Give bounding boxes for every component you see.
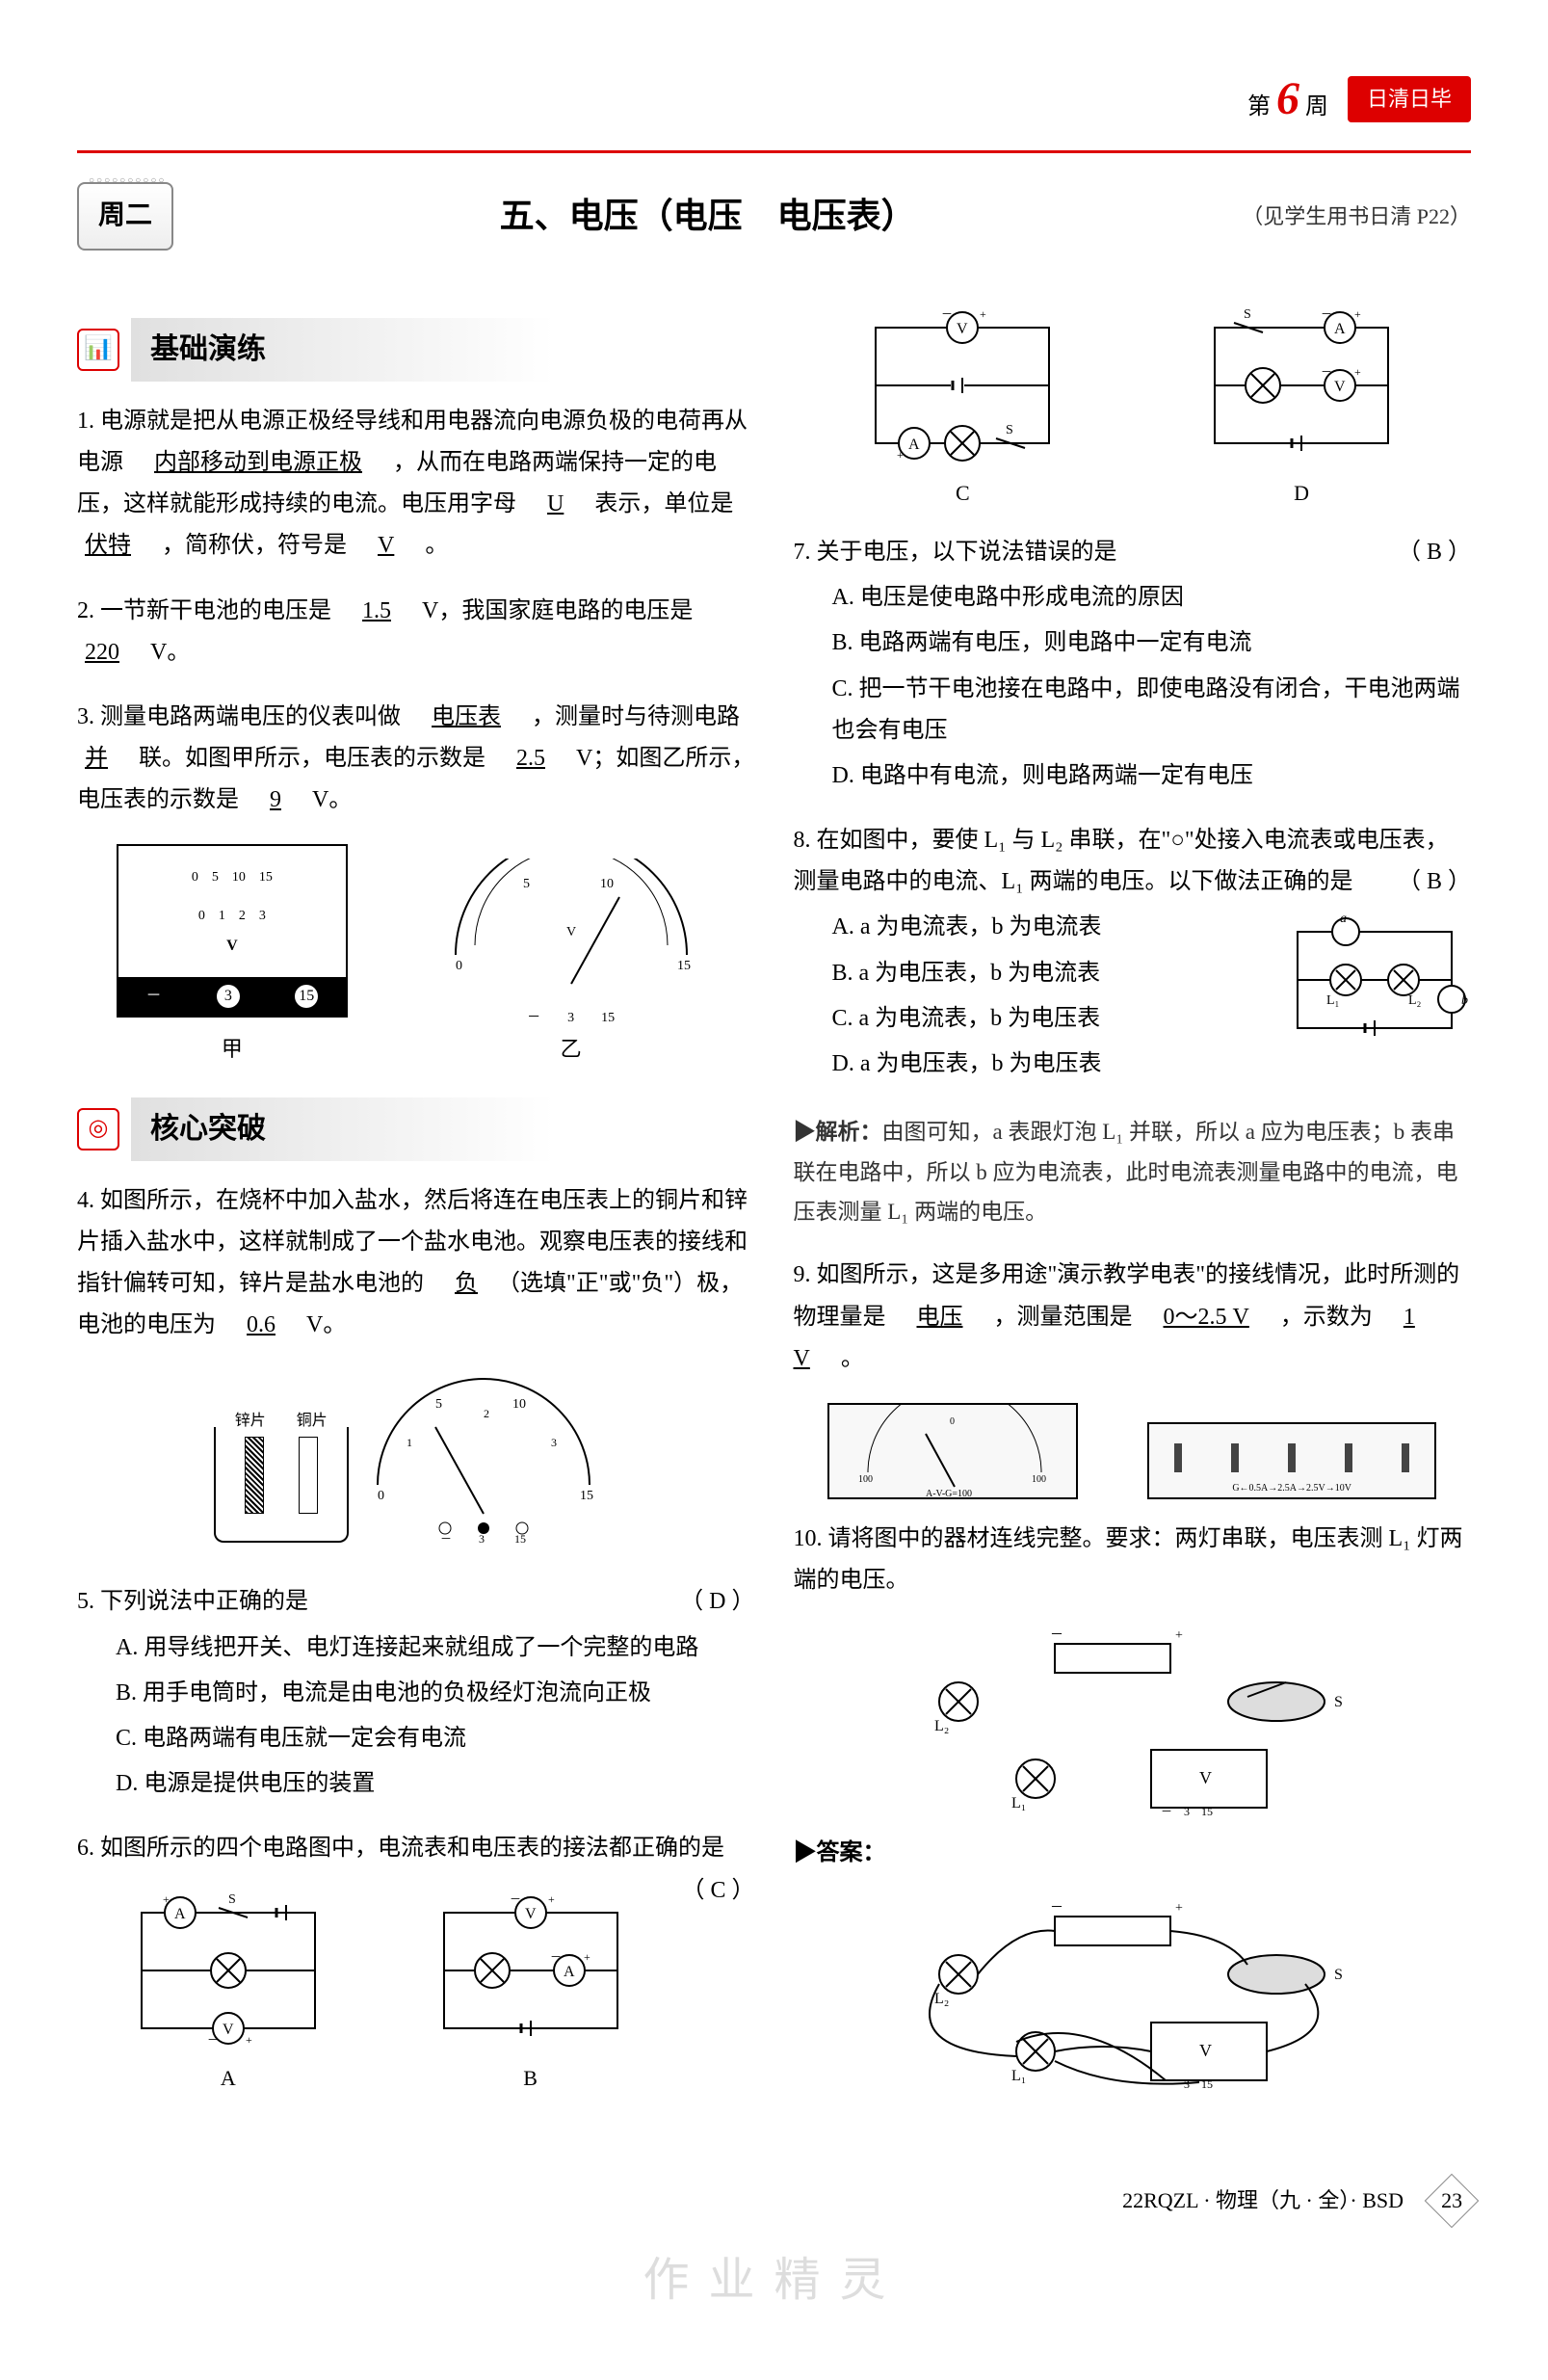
svg-text:L₂: L₂ bbox=[934, 1991, 949, 2007]
svg-text:S: S bbox=[1334, 1694, 1343, 1710]
svg-text:+: + bbox=[584, 1950, 590, 1964]
svg-text:15: 15 bbox=[514, 1532, 526, 1543]
chart-icon: 📊 bbox=[77, 329, 119, 371]
section-basic: 📊 基础演练 bbox=[77, 318, 755, 382]
q10-answer-diagram: － + L₂ S L₁ V － 3 15 bbox=[794, 1897, 1472, 2124]
svg-text:1: 1 bbox=[407, 1436, 412, 1449]
svg-text:+: + bbox=[1354, 365, 1361, 379]
svg-text:A: A bbox=[1334, 321, 1346, 337]
q3-diagrams: 0 5 10 15 0 1 2 3 V － 3 15 甲 bbox=[77, 844, 755, 1068]
svg-text:－: － bbox=[941, 308, 953, 321]
svg-text:V: V bbox=[566, 925, 576, 939]
question-5: 5. 下列说法中正确的是（ D ） A. 用导线把开关、电灯连接起来就组成了一个… bbox=[77, 1581, 755, 1805]
svg-text:100: 100 bbox=[858, 1474, 873, 1485]
svg-text:－: － bbox=[1321, 308, 1332, 321]
voltmeter-jia: 0 5 10 15 0 1 2 3 V － 3 15 bbox=[117, 844, 348, 1018]
svg-text:－: － bbox=[207, 2033, 219, 2047]
svg-text:+: + bbox=[246, 2033, 252, 2047]
svg-text:V: V bbox=[957, 321, 968, 337]
question-10: 10. 请将图中的器材连线完整。要求：两灯串联，电压表测 L₁ 灯两端的电压。 bbox=[794, 1519, 1472, 1601]
svg-text:V: V bbox=[1199, 2041, 1212, 2060]
svg-text:－: － bbox=[1050, 1628, 1063, 1643]
svg-text:+: + bbox=[163, 1893, 170, 1906]
svg-text:L₁: L₁ bbox=[1011, 2068, 1026, 2084]
q4-diagram: 锌片 铜片 0 5 10 15 1 2 3 － 3 15 bbox=[175, 1369, 657, 1562]
svg-text:－: － bbox=[1321, 365, 1332, 379]
arc-voltmeter: 0 5 10 15 1 2 3 － 3 15 bbox=[349, 1369, 618, 1543]
svg-text:L₂: L₂ bbox=[934, 1718, 949, 1734]
q10-answer: ▶答案： bbox=[794, 1833, 1472, 1874]
svg-text:15: 15 bbox=[580, 1489, 593, 1503]
svg-text:－: － bbox=[1050, 1901, 1063, 1916]
svg-text:L₁: L₁ bbox=[1011, 1795, 1026, 1811]
svg-text:0: 0 bbox=[378, 1489, 384, 1503]
svg-text:－ 3 15: － 3 15 bbox=[1161, 1805, 1213, 1817]
svg-text:a: a bbox=[1340, 912, 1347, 926]
svg-text:+: + bbox=[548, 1893, 555, 1906]
svg-text:V: V bbox=[1199, 1768, 1212, 1787]
voltmeter-yi: 0 5 10 15 V bbox=[427, 859, 716, 993]
question-2: 2. 一节新干电池的电压是 1.5 V，我国家庭电路的电压是 220 V。 bbox=[77, 591, 755, 674]
svg-text:L₁: L₁ bbox=[1326, 993, 1339, 1008]
q6-diagrams-cd: V － + A + S C bbox=[794, 308, 1472, 513]
svg-text:S: S bbox=[1006, 423, 1013, 437]
svg-text:+: + bbox=[1175, 1628, 1183, 1643]
question-7: 7. 关于电压，以下说法错误的是（ B ） A. 电压是使电路中形成电流的原因 … bbox=[794, 532, 1472, 797]
watermark: 作业精灵 bbox=[77, 2239, 1471, 2322]
svg-text:V: V bbox=[223, 2022, 234, 2038]
svg-text:+: + bbox=[1354, 308, 1361, 321]
svg-text:3: 3 bbox=[551, 1436, 557, 1449]
svg-text:－: － bbox=[440, 1532, 452, 1543]
svg-text:15: 15 bbox=[677, 959, 691, 973]
question-3: 3. 测量电路两端电压的仪表叫做 电压表 ，测量时与待测电路 并 联。如图甲所示… bbox=[77, 697, 755, 822]
svg-text:b: b bbox=[1461, 993, 1468, 1008]
badge: 日清日毕 bbox=[1348, 76, 1471, 122]
svg-text:A: A bbox=[174, 1906, 186, 1922]
question-8: 8. 在如图中，要使 L₁ 与 L₂ 串联，在"○"处接入电流表或电压表，测量电… bbox=[794, 820, 1472, 1089]
q8-circuit: a L₁ L₂ b bbox=[1278, 903, 1471, 1057]
question-4: 4. 如图所示，在烧杯中加入盐水，然后将连在电压表上的铜片和锌片插入盐水中，这样… bbox=[77, 1180, 755, 1347]
question-6: 6. 如图所示的四个电路图中，电流表和电压表的接法都正确的是（ C ） bbox=[77, 1828, 755, 1869]
svg-text:+: + bbox=[897, 448, 904, 462]
question-1: 1. 电源就是把从电源正极经导线和用电器流向电源负极的电荷再从电源 内部移动到电… bbox=[77, 401, 755, 568]
q6-diagrams: A + S V － + A bbox=[77, 1893, 681, 2098]
day-tab: 周二 bbox=[77, 182, 173, 250]
q10-diagram: － + L₂ S L₁ V － 3 15 bbox=[794, 1625, 1472, 1832]
svg-text:－: － bbox=[510, 1893, 521, 1906]
footer: 22RQZL · 物理（九 · 全）· BSD 23 bbox=[77, 2182, 1471, 2220]
page-ref: （见学生用书日清 P22） bbox=[1242, 198, 1471, 236]
svg-text:V: V bbox=[1334, 379, 1346, 395]
svg-text:－: － bbox=[550, 1950, 562, 1964]
svg-text:S: S bbox=[1334, 1967, 1343, 1983]
week-label: 第 6 周 bbox=[1247, 58, 1328, 141]
q8-explanation: ▶解析：由图可知，a 表跟灯泡 L₁ 并联，所以 a 应为电压表；b 表串联在电… bbox=[794, 1112, 1472, 1231]
svg-text:2: 2 bbox=[484, 1407, 489, 1420]
q9-diagram: 100 0 100 A-V-G=100 G←0.5A→2.5A→2.5V→10V bbox=[794, 1403, 1472, 1499]
svg-text:A: A bbox=[564, 1964, 575, 1980]
svg-text:0: 0 bbox=[950, 1416, 955, 1427]
svg-text:10: 10 bbox=[600, 877, 614, 891]
svg-text:100: 100 bbox=[1032, 1474, 1046, 1485]
svg-text:3: 3 bbox=[479, 1532, 485, 1543]
svg-text:A: A bbox=[908, 436, 920, 453]
question-9: 9. 如图所示，这是多用途"演示教学电表"的接线情况，此时所测的物理量是 电压 … bbox=[794, 1255, 1472, 1380]
section-core: ◎ 核心突破 bbox=[77, 1097, 755, 1161]
main-title: 五、电压（电压 电压表） bbox=[173, 185, 1242, 248]
svg-text:5: 5 bbox=[523, 877, 530, 891]
svg-text:A-V-G=100: A-V-G=100 bbox=[926, 1489, 972, 1499]
svg-text:V: V bbox=[525, 1906, 537, 1922]
svg-text:S: S bbox=[1244, 308, 1251, 322]
svg-text:+: + bbox=[980, 308, 986, 321]
svg-text:5: 5 bbox=[435, 1397, 442, 1412]
svg-text:+: + bbox=[1175, 1901, 1183, 1916]
svg-text:10: 10 bbox=[512, 1397, 526, 1412]
target-icon: ◎ bbox=[77, 1108, 119, 1150]
svg-text:S: S bbox=[228, 1893, 236, 1907]
svg-text:0: 0 bbox=[456, 959, 462, 973]
svg-text:L₂: L₂ bbox=[1408, 993, 1422, 1008]
